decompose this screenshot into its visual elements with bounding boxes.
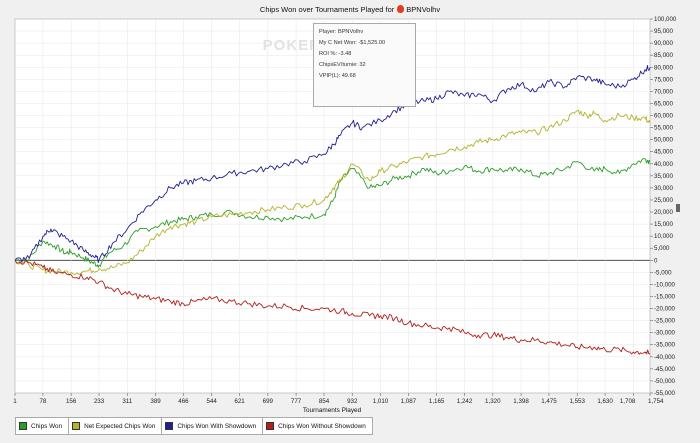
series-line-0: [14, 158, 651, 268]
tooltip-line: ROI %: -3.48: [319, 51, 352, 57]
y-tick-label: -45,000: [654, 366, 676, 373]
resize-handle[interactable]: [676, 204, 680, 212]
x-tick-label: 544: [207, 398, 218, 405]
x-tick-label: 156: [66, 398, 77, 405]
legend-swatch: [19, 422, 27, 430]
y-tick-label: 65,000: [654, 100, 673, 107]
x-tick-label: 1: [13, 398, 17, 405]
x-tick-label: 1,242: [457, 398, 473, 405]
x-tick-label: 932: [347, 398, 358, 405]
y-tick-label: 30,000: [654, 185, 673, 192]
x-tick-label: 1,398: [513, 398, 529, 405]
y-tick-label: -30,000: [654, 330, 676, 337]
series-line-1: [14, 109, 651, 276]
legend-label: Chips Won: [31, 422, 63, 430]
flame-icon: [397, 5, 405, 13]
y-tick-label: 15,000: [654, 221, 673, 228]
y-tick-label: 5,000: [654, 245, 670, 252]
x-tick-label: 78: [39, 398, 46, 405]
y-tick-label: 50,000: [654, 137, 673, 144]
series-line-2: [14, 65, 651, 264]
legend-label: Net Expected Chips Won: [84, 422, 156, 430]
x-tick-label: 854: [319, 398, 330, 405]
x-tick-label: 699: [263, 398, 274, 405]
chart-title-text: Chips Won over Tournaments Played for: [259, 5, 395, 14]
chart-legend: Chips Won Net Expected Chips Won Chips W…: [15, 417, 373, 435]
tooltip-line: ChipsEV/turnie: 32: [319, 62, 366, 68]
y-tick-label: 20,000: [654, 209, 673, 216]
y-tick-label: -5,000: [654, 269, 672, 276]
tooltip-line: Player: BPNVolhv: [319, 29, 364, 35]
y-tick-label: -35,000: [654, 342, 676, 349]
tooltip-line: My C Net Won: -$1,525.00: [319, 40, 386, 46]
legend-item-with-showdown[interactable]: Chips Won With Showdown: [162, 418, 264, 434]
legend-item-net-expected[interactable]: Net Expected Chips Won: [69, 418, 163, 434]
y-tick-label: 100,000: [654, 16, 677, 23]
y-tick-label: 75,000: [654, 76, 673, 83]
tooltip-line: VPIP(L): 49.68: [319, 73, 356, 79]
y-tick-label: -15,000: [654, 293, 676, 300]
y-tick-label: 45,000: [654, 149, 673, 156]
y-tick-label: 10,000: [654, 233, 673, 240]
x-tick-label: 1,165: [429, 398, 445, 405]
legend-label: Chips Won With Showdown: [177, 422, 257, 430]
x-tick-label: 1,553: [569, 398, 585, 405]
y-tick-label: 25,000: [654, 197, 673, 204]
x-tick-label: 1,475: [541, 398, 557, 405]
y-tick-label: -40,000: [654, 354, 676, 361]
x-tick-label: 1,087: [401, 398, 417, 405]
y-tick-label: -20,000: [654, 306, 676, 313]
y-tick-label: 85,000: [654, 52, 673, 59]
x-tick-label: 621: [234, 398, 245, 405]
y-tick-label: 80,000: [654, 64, 673, 71]
player-name: BPNVolhv: [406, 5, 441, 14]
player-tooltip: Player: BPNVolhv My C Net Won: -$1,525.0…: [313, 23, 416, 107]
legend-item-without-showdown[interactable]: Chips Won Without Showdown: [263, 418, 372, 434]
y-tick-label: -55,000: [654, 390, 676, 397]
y-tick-label: 40,000: [654, 161, 673, 168]
series-line-3: [14, 259, 651, 355]
x-tick-label: 233: [94, 398, 105, 405]
chart-title: Chips Won over Tournaments Played for BPN…: [0, 5, 700, 14]
x-tick-label: 777: [291, 398, 302, 405]
y-tick-label: -25,000: [654, 318, 676, 325]
x-tick-label: 1,754: [648, 398, 664, 405]
y-tick-label: 60,000: [654, 113, 673, 120]
y-tick-label: 35,000: [654, 173, 673, 180]
y-tick-label: 70,000: [654, 88, 673, 95]
legend-label: Chips Won Without Showdown: [278, 422, 366, 430]
y-tick-label: 90,000: [654, 40, 673, 47]
x-tick-label: 311: [122, 398, 132, 405]
x-tick-label: 466: [178, 398, 189, 405]
y-tick-label: 0: [654, 257, 658, 264]
x-tick-label: 389: [150, 398, 161, 405]
legend-swatch: [165, 422, 174, 430]
legend-item-chips-won[interactable]: Chips Won: [16, 418, 70, 434]
x-tick-label: 1,010: [373, 398, 389, 405]
x-tick-label: 1,630: [597, 398, 613, 405]
y-tick-label: 95,000: [654, 28, 673, 35]
legend-swatch: [72, 422, 81, 430]
x-tick-label: 1,708: [620, 398, 636, 405]
y-tick-label: -50,000: [654, 378, 676, 385]
x-axis-label: Tournaments Played: [303, 407, 362, 414]
y-tick-label: 55,000: [654, 125, 673, 132]
y-tick-label: -10,000: [654, 281, 676, 288]
x-tick-label: 1,320: [485, 398, 501, 405]
legend-swatch: [266, 422, 275, 430]
